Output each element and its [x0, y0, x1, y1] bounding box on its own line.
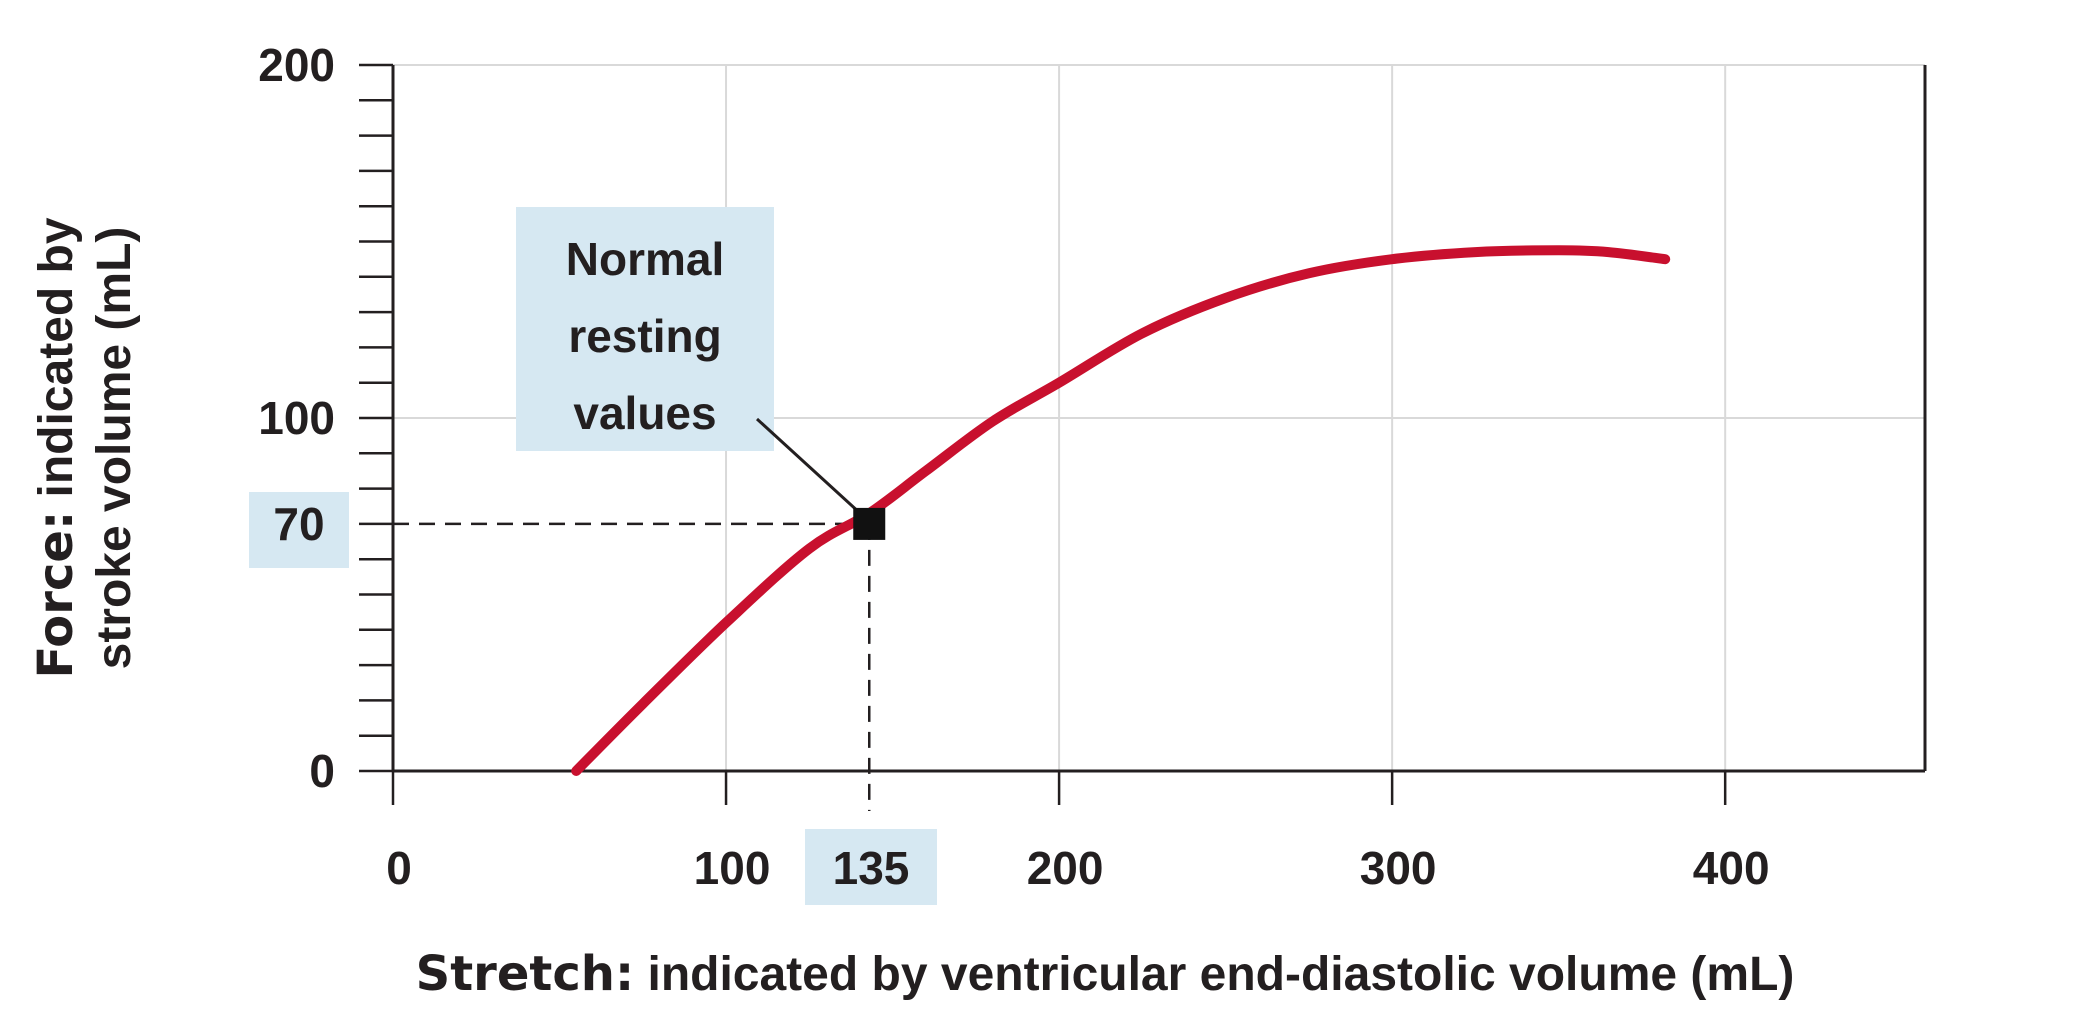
x-axis-title-rest: indicated by ventricular end-diastolic v… — [634, 948, 1794, 1001]
y-axis-title-lead: Force: — [28, 511, 84, 679]
annotation-text: Normal — [566, 233, 724, 285]
x-highlight-label: 135 — [833, 842, 910, 894]
y-highlight-label: 70 — [273, 498, 324, 550]
guide-lines — [393, 522, 871, 811]
series — [571, 245, 1671, 776]
annotation-text: resting — [568, 310, 721, 362]
annotation: Normal resting values — [516, 207, 886, 540]
annotation-text: values — [573, 387, 716, 439]
y-axis-title: Force: indicated by stroke volume (mL) — [28, 217, 141, 678]
annotation-box — [516, 207, 774, 451]
y-axis-title-rest: indicated by — [30, 217, 83, 511]
x-highlight-box — [805, 829, 937, 905]
x-tick-label: 100 — [694, 842, 771, 894]
y-tick-label: 100 — [258, 392, 335, 444]
series-line — [571, 245, 1671, 776]
svg-text:Force: indicated by: Force: indicated by — [28, 217, 84, 678]
x-axis-title: Stretch: indicated by ventricular end-di… — [416, 946, 1795, 1002]
x-tick-label: 200 — [1027, 842, 1104, 894]
x-tick-label: 0 — [386, 842, 412, 894]
annotation-leader-line — [755, 417, 867, 520]
y-axis-title-line2: stroke volume (mL) — [88, 227, 141, 670]
x-tick-label: 400 — [1693, 842, 1770, 894]
highlight-marker — [853, 507, 886, 540]
x-tick-label: 300 — [1360, 842, 1437, 894]
x-axis-title-lead: Stretch: — [416, 946, 635, 1002]
ticks: 0 100 200 70 0 100 200 300 400 135 — [258, 39, 1769, 894]
y-highlight-box — [249, 492, 349, 568]
y-tick-label: 200 — [258, 39, 335, 91]
y-tick-label: 0 — [309, 745, 335, 797]
highlight-boxes — [249, 492, 937, 905]
